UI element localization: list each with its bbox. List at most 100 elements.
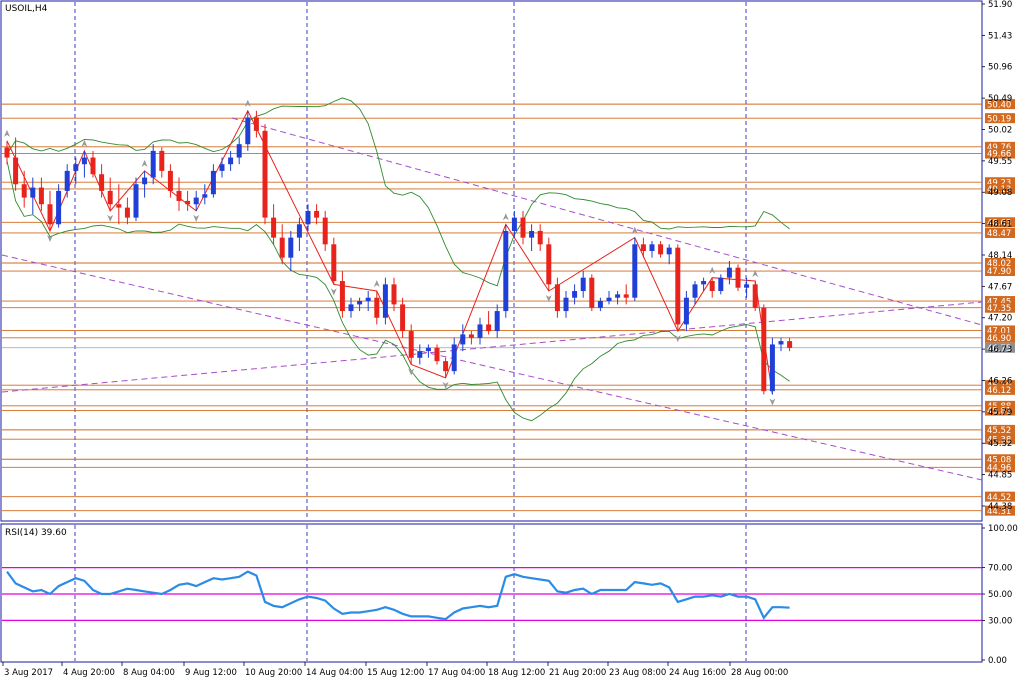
candle[interactable] <box>374 291 380 325</box>
candle[interactable] <box>761 304 767 395</box>
candle[interactable] <box>288 230 294 272</box>
candle[interactable] <box>494 304 500 338</box>
price-axis[interactable]: 51.90 51.43 50.96 50.49 50.02 49.55 49.08 48.61… <box>982 0 1012 512</box>
candle[interactable] <box>210 164 216 198</box>
candle[interactable] <box>30 177 36 215</box>
candle[interactable] <box>90 150 96 178</box>
candle[interactable] <box>451 337 457 375</box>
candle[interactable] <box>236 137 242 165</box>
candle[interactable] <box>124 197 130 225</box>
candle[interactable] <box>185 190 191 211</box>
candle[interactable] <box>228 150 234 171</box>
candle[interactable] <box>744 277 750 298</box>
candle[interactable] <box>666 244 672 265</box>
time-tick-label: 18 Aug 12:00 <box>488 668 545 678</box>
candle[interactable] <box>675 244 681 332</box>
candle[interactable] <box>133 177 139 221</box>
candle[interactable] <box>778 337 784 352</box>
candle[interactable] <box>219 157 225 178</box>
candle[interactable] <box>726 261 732 285</box>
candle[interactable] <box>357 297 363 312</box>
candle[interactable] <box>486 311 492 335</box>
candle[interactable] <box>692 281 698 305</box>
candle[interactable] <box>262 124 268 225</box>
price-level-tag <box>985 258 1015 269</box>
candle[interactable] <box>167 164 173 198</box>
candle[interactable] <box>623 284 629 305</box>
candle[interactable] <box>520 210 526 245</box>
candle[interactable] <box>13 137 19 191</box>
candle[interactable] <box>296 217 302 251</box>
candle[interactable] <box>537 224 543 251</box>
candle[interactable] <box>47 190 53 231</box>
candle[interactable] <box>709 277 715 298</box>
candle[interactable] <box>99 164 105 198</box>
candle[interactable] <box>417 344 423 365</box>
candle[interactable] <box>150 144 156 185</box>
candle[interactable] <box>649 240 655 258</box>
candle[interactable] <box>632 237 638 302</box>
candle-body <box>21 184 27 198</box>
candle[interactable] <box>193 190 199 211</box>
price-level-label: 44.96 <box>987 463 1011 473</box>
candle[interactable] <box>202 184 208 205</box>
candle[interactable] <box>658 240 664 258</box>
candle[interactable] <box>511 210 517 238</box>
candle[interactable] <box>640 237 646 258</box>
candle[interactable] <box>107 177 113 211</box>
candle[interactable] <box>529 224 535 251</box>
candle[interactable] <box>116 184 122 225</box>
candlesticks[interactable] <box>4 110 793 395</box>
candle[interactable] <box>38 177 44 211</box>
candle[interactable] <box>279 224 285 265</box>
candle[interactable] <box>597 297 603 312</box>
candle[interactable] <box>176 177 182 211</box>
candle[interactable] <box>159 147 165 178</box>
candle[interactable] <box>271 204 277 245</box>
candle[interactable] <box>56 184 62 228</box>
candle[interactable] <box>425 344 431 358</box>
candle[interactable] <box>365 291 371 312</box>
candle[interactable] <box>606 291 612 305</box>
candle[interactable] <box>142 170 148 198</box>
candle[interactable] <box>468 331 474 345</box>
candle[interactable] <box>382 277 388 325</box>
candle[interactable] <box>73 157 79 185</box>
candle[interactable] <box>391 277 397 312</box>
candle[interactable] <box>253 110 259 138</box>
candle[interactable] <box>460 324 466 352</box>
candle[interactable] <box>615 291 621 305</box>
candle[interactable] <box>4 140 10 165</box>
candle[interactable] <box>443 357 449 378</box>
candle[interactable] <box>735 264 741 292</box>
candle[interactable] <box>546 237 552 292</box>
candle[interactable] <box>563 291 569 318</box>
candle[interactable] <box>64 164 70 198</box>
candle[interactable] <box>339 271 345 318</box>
candle[interactable] <box>314 204 320 225</box>
candle[interactable] <box>554 277 560 318</box>
candle[interactable] <box>683 291 689 332</box>
candle[interactable] <box>701 277 707 292</box>
candle[interactable] <box>331 237 337 285</box>
candle[interactable] <box>81 150 87 178</box>
candle[interactable] <box>305 204 311 231</box>
candle[interactable] <box>408 324 414 365</box>
candle[interactable] <box>245 110 251 151</box>
candle[interactable] <box>322 210 328 251</box>
candle[interactable] <box>589 274 595 312</box>
candle[interactable] <box>503 224 509 318</box>
candle[interactable] <box>752 281 758 312</box>
candle[interactable] <box>787 337 793 352</box>
candle[interactable] <box>769 337 775 395</box>
candle[interactable] <box>400 297 406 338</box>
candle[interactable] <box>580 271 586 298</box>
candle[interactable] <box>348 297 354 318</box>
candle-body <box>185 200 191 205</box>
candle[interactable] <box>434 344 440 365</box>
candle[interactable] <box>477 317 483 345</box>
candle[interactable] <box>572 284 578 305</box>
candle[interactable] <box>21 170 27 208</box>
candle[interactable] <box>718 274 724 295</box>
